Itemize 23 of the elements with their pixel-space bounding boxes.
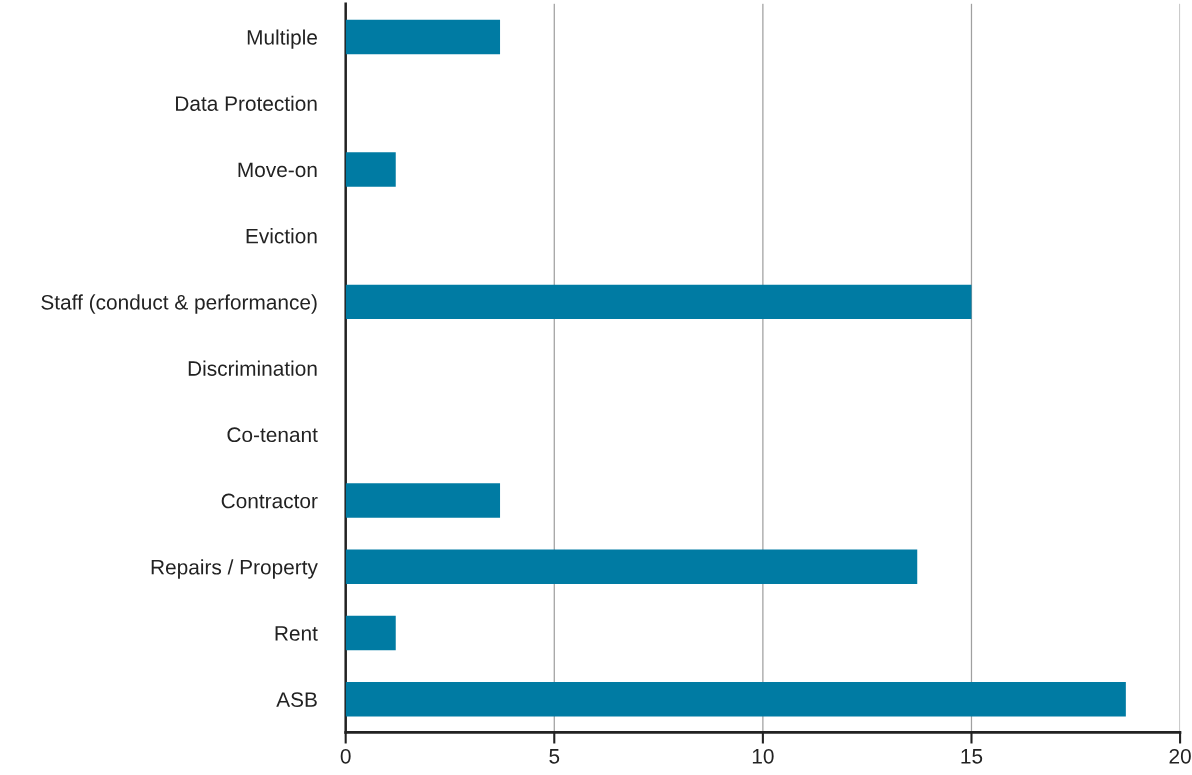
x-tick-label: 15 — [961, 749, 983, 764]
x-tick-label: 5 — [549, 749, 560, 764]
y-tick-label: Repairs / Property — [151, 559, 318, 579]
bar — [345, 549, 918, 585]
y-tick-label: Eviction — [246, 228, 317, 244]
y-tick-label: Discrimination — [188, 360, 317, 376]
y-tick-label: Move-on — [238, 162, 317, 178]
bar — [345, 19, 501, 55]
bar — [345, 682, 1126, 717]
x-tick-label: 10 — [752, 748, 774, 764]
y-tick-label: Multiple — [247, 29, 317, 49]
bar — [345, 483, 501, 518]
bar — [345, 284, 972, 320]
bar — [345, 615, 396, 651]
y-tick-label: Staff (conduct & performance) — [41, 294, 317, 314]
x-tick-label: 20 — [1169, 748, 1191, 764]
y-tick-label: Co-tenant — [227, 427, 318, 443]
y-tick-label: Data Protection — [176, 95, 317, 111]
bar — [345, 152, 396, 187]
y-tick-label: ASB — [276, 692, 317, 708]
y-tick-label: Contractor — [221, 493, 318, 509]
y-tick-label: Rent — [275, 626, 318, 641]
x-tick-label: 0 — [340, 748, 351, 764]
